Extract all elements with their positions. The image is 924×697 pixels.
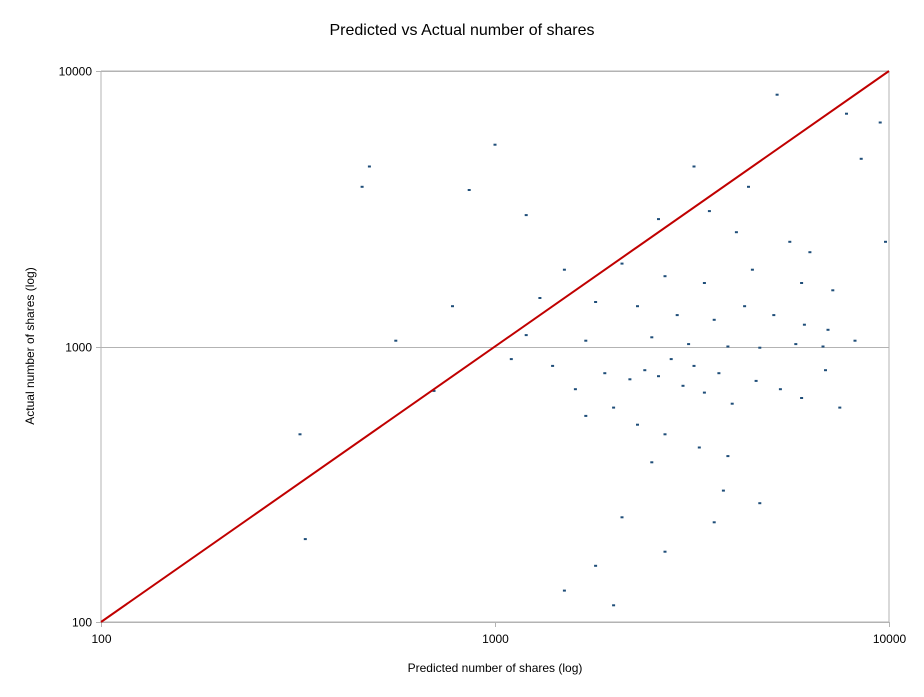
data-point xyxy=(524,214,528,217)
data-point xyxy=(831,289,835,292)
data-point xyxy=(845,112,848,115)
reference-line xyxy=(100,70,890,623)
data-point xyxy=(612,406,616,409)
data-point xyxy=(800,282,804,284)
y-tick-label-10000: 10000 xyxy=(59,65,93,79)
data-point xyxy=(562,589,566,592)
data-point xyxy=(734,231,738,234)
data-point xyxy=(717,372,721,375)
data-point xyxy=(743,305,747,308)
data-point xyxy=(467,189,471,191)
data-point xyxy=(707,210,711,213)
data-point xyxy=(750,268,754,271)
data-point xyxy=(884,240,887,243)
data-point xyxy=(726,455,730,458)
data-point xyxy=(493,143,497,146)
data-point xyxy=(612,604,616,607)
data-point xyxy=(687,343,691,346)
data-point xyxy=(702,391,706,394)
data-point xyxy=(650,461,654,464)
data-point xyxy=(669,358,673,361)
data-point xyxy=(800,397,804,399)
data-point xyxy=(675,314,679,317)
data-point xyxy=(726,345,730,348)
data-point xyxy=(594,564,598,567)
data-point xyxy=(524,334,528,337)
data-point xyxy=(432,389,436,392)
data-point xyxy=(754,379,758,382)
data-point xyxy=(303,538,307,541)
data-point xyxy=(657,218,660,221)
data-point xyxy=(772,314,776,317)
data-point xyxy=(838,406,842,409)
data-point xyxy=(509,358,513,361)
data-point xyxy=(775,93,779,96)
data-point xyxy=(298,433,302,436)
chart-title: Predicted vs Actual number of shares xyxy=(329,22,595,39)
data-point xyxy=(538,297,542,299)
data-point xyxy=(681,384,685,387)
data-point xyxy=(758,346,762,349)
reference-line-group xyxy=(100,70,890,623)
data-point xyxy=(394,339,398,342)
data-point xyxy=(584,414,588,417)
data-point xyxy=(650,336,654,339)
y-tick-label-100: 100 xyxy=(72,616,92,630)
data-point xyxy=(730,402,734,405)
y-tick-label-1000: 1000 xyxy=(65,341,92,355)
data-point xyxy=(451,305,454,308)
data-point xyxy=(573,388,577,391)
data-point xyxy=(584,339,588,342)
data-point xyxy=(712,318,716,321)
data-point xyxy=(824,369,827,372)
data-point xyxy=(367,165,371,168)
data-point xyxy=(603,372,607,375)
data-point xyxy=(747,185,750,188)
tick-labels: 100 1000 10000 100 1000 10000 xyxy=(59,65,907,647)
data-point xyxy=(620,516,624,519)
data-point xyxy=(636,423,639,426)
data-point xyxy=(821,345,825,348)
data-point xyxy=(692,165,696,168)
data-point xyxy=(692,364,696,367)
data-point xyxy=(663,433,667,436)
data-point xyxy=(808,251,812,254)
data-point xyxy=(657,375,660,378)
data-point xyxy=(620,262,624,265)
data-point xyxy=(788,240,792,243)
data-point xyxy=(721,489,725,492)
data-point xyxy=(663,275,667,278)
data-point xyxy=(853,339,857,342)
data-point xyxy=(712,521,716,524)
x-tick-label-100: 100 xyxy=(91,632,111,646)
data-point xyxy=(636,305,639,308)
x-axis-label: Predicted number of shares (log) xyxy=(407,661,583,675)
data-point xyxy=(628,378,632,381)
data-point xyxy=(643,369,647,372)
data-point xyxy=(562,268,566,271)
data-point xyxy=(663,550,667,553)
x-tick-label-1000: 1000 xyxy=(482,632,509,646)
data-point xyxy=(878,121,882,124)
data-point xyxy=(826,328,830,331)
x-tick-label-10000: 10000 xyxy=(873,632,907,646)
data-point xyxy=(551,364,555,367)
data-point xyxy=(859,157,863,160)
data-point xyxy=(778,388,782,391)
data-point xyxy=(758,502,762,505)
data-point xyxy=(702,282,706,284)
data-point xyxy=(697,446,701,449)
data-points xyxy=(298,93,887,607)
data-point xyxy=(594,301,598,303)
data-point xyxy=(794,343,798,346)
data-point xyxy=(802,323,806,326)
data-point xyxy=(360,185,364,188)
